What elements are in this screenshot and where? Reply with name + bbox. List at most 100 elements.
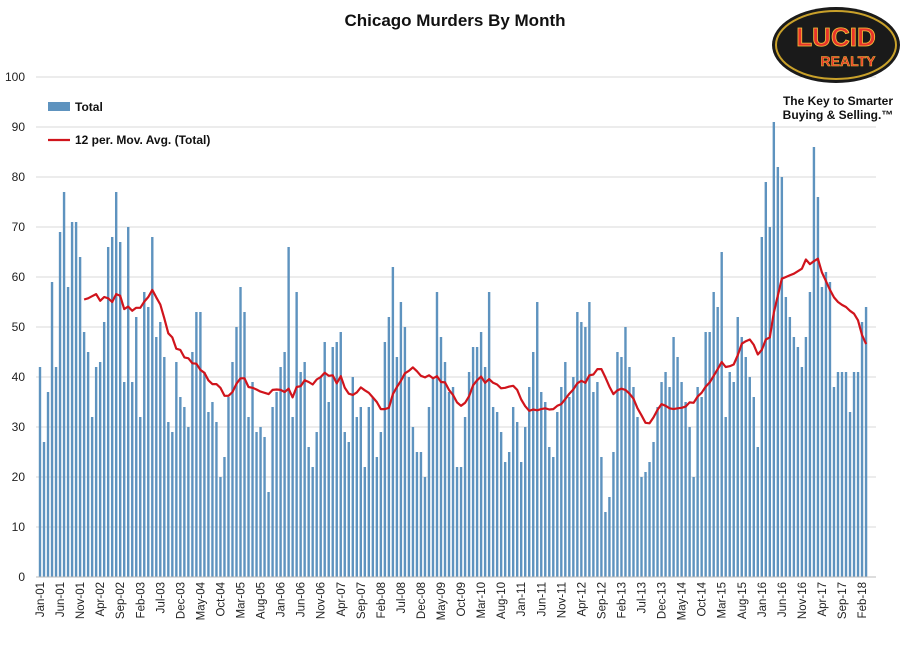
bar: [856, 372, 860, 577]
y-tick-label: 20: [12, 470, 26, 484]
bar: [804, 337, 808, 577]
bar: [840, 372, 844, 577]
x-tick-label: Sep-02: [115, 582, 127, 619]
x-tick-label: Apr-17: [817, 582, 829, 617]
bar: [147, 307, 150, 577]
bar: [58, 232, 62, 577]
bar: [106, 247, 110, 577]
bar: [564, 362, 567, 577]
x-tick-label: Jan-01: [35, 582, 47, 617]
bar: [696, 387, 699, 577]
x-tick-label: May-04: [195, 581, 207, 620]
bar: [812, 147, 816, 577]
bar: [552, 457, 555, 577]
bar: [335, 342, 338, 577]
bar: [155, 337, 158, 577]
bar: [600, 457, 603, 577]
bar: [351, 377, 354, 577]
bar: [704, 332, 707, 577]
bar: [359, 407, 362, 577]
x-tick-label: Jun-06: [296, 582, 308, 617]
bar: [259, 427, 262, 577]
bar: [592, 392, 595, 577]
bar: [443, 362, 447, 577]
bar: [70, 222, 74, 577]
x-tick-label: Jul-13: [637, 582, 649, 613]
x-tick-label: Apr-12: [576, 582, 588, 617]
bar: [724, 417, 727, 577]
x-tick-label: Jul-03: [155, 582, 167, 613]
bar-series-total: [38, 122, 868, 577]
bar: [343, 432, 346, 577]
logo-brand-top: LUCID: [796, 22, 875, 52]
bar: [475, 347, 479, 577]
bar: [628, 367, 631, 577]
bar: [299, 372, 302, 577]
bar: [620, 357, 623, 577]
bar: [74, 222, 78, 577]
bar: [712, 292, 715, 577]
bar: [435, 292, 439, 577]
x-tick-label: Nov-11: [556, 582, 568, 618]
bar: [816, 197, 820, 577]
bar: [776, 167, 780, 577]
bar: [439, 337, 443, 577]
bar: [315, 432, 318, 577]
bar: [515, 422, 519, 577]
bar: [860, 322, 864, 577]
bar: [119, 242, 122, 577]
y-tick-label: 80: [12, 170, 26, 184]
bar: [604, 512, 607, 577]
x-tick-label: Nov-16: [797, 582, 809, 619]
bar: [275, 392, 278, 577]
bar: [127, 227, 130, 577]
x-tick-label: Jan-16: [757, 582, 769, 617]
bar: [407, 377, 411, 577]
bar: [672, 337, 675, 577]
bar: [511, 407, 515, 577]
bar: [532, 352, 535, 577]
bar: [768, 227, 772, 577]
bar: [451, 387, 455, 577]
bar: [612, 452, 615, 577]
bar: [491, 407, 495, 577]
logo-tagline-2: Buying & Selling.™: [783, 108, 894, 122]
x-tick-label: Feb-13: [616, 582, 628, 618]
bar: [323, 342, 326, 577]
bar: [463, 417, 467, 577]
bar: [255, 432, 258, 577]
bar: [636, 417, 639, 577]
lucid-realty-logo: LUCID REALTY The Key to Smarter Buying &…: [772, 7, 900, 122]
legend-swatch-total: [48, 102, 70, 111]
bar: [42, 442, 46, 577]
bar: [495, 412, 499, 577]
bar: [179, 397, 182, 577]
bar: [844, 372, 848, 577]
bar: [215, 422, 218, 577]
y-tick-label: 90: [12, 120, 26, 134]
bar: [227, 397, 230, 577]
bar: [207, 412, 210, 577]
bar: [211, 402, 214, 577]
bar: [808, 292, 812, 577]
bar: [102, 322, 106, 577]
bar: [744, 357, 747, 577]
bar: [556, 412, 559, 577]
bar: [151, 237, 154, 577]
x-tick-label: Aug-15: [737, 582, 749, 619]
bar: [824, 272, 828, 577]
bar: [568, 397, 571, 577]
bar: [487, 292, 491, 577]
bar: [728, 372, 731, 577]
bar: [467, 372, 471, 577]
bar: [231, 362, 234, 577]
bar: [588, 302, 591, 577]
bar: [576, 312, 579, 577]
bar: [403, 327, 407, 577]
logo-brand-bottom: REALTY: [821, 53, 877, 69]
bar: [114, 192, 118, 577]
bar: [139, 417, 142, 577]
x-tick-label: Dec-08: [416, 582, 428, 619]
bar: [423, 477, 427, 577]
